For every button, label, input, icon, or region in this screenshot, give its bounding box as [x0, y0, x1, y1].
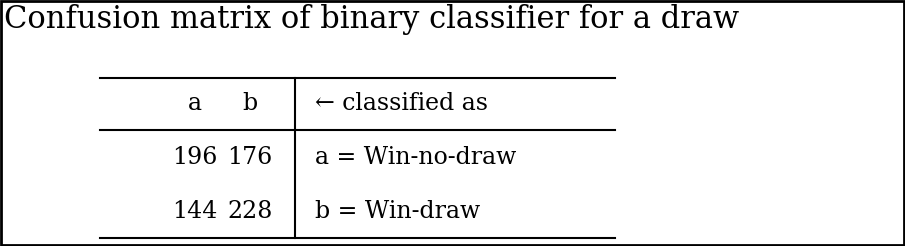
Text: a = Win-no-draw: a = Win-no-draw — [315, 145, 517, 169]
Text: Confusion matrix of binary classifier for a draw: Confusion matrix of binary classifier fo… — [4, 4, 739, 35]
Text: b: b — [243, 92, 258, 116]
Text: 228: 228 — [227, 200, 272, 222]
Text: b = Win-draw: b = Win-draw — [315, 200, 481, 222]
Text: a: a — [188, 92, 202, 116]
Text: ← classified as: ← classified as — [315, 92, 488, 116]
Text: 144: 144 — [172, 200, 218, 222]
Text: 196: 196 — [172, 145, 218, 169]
Text: 176: 176 — [227, 145, 272, 169]
